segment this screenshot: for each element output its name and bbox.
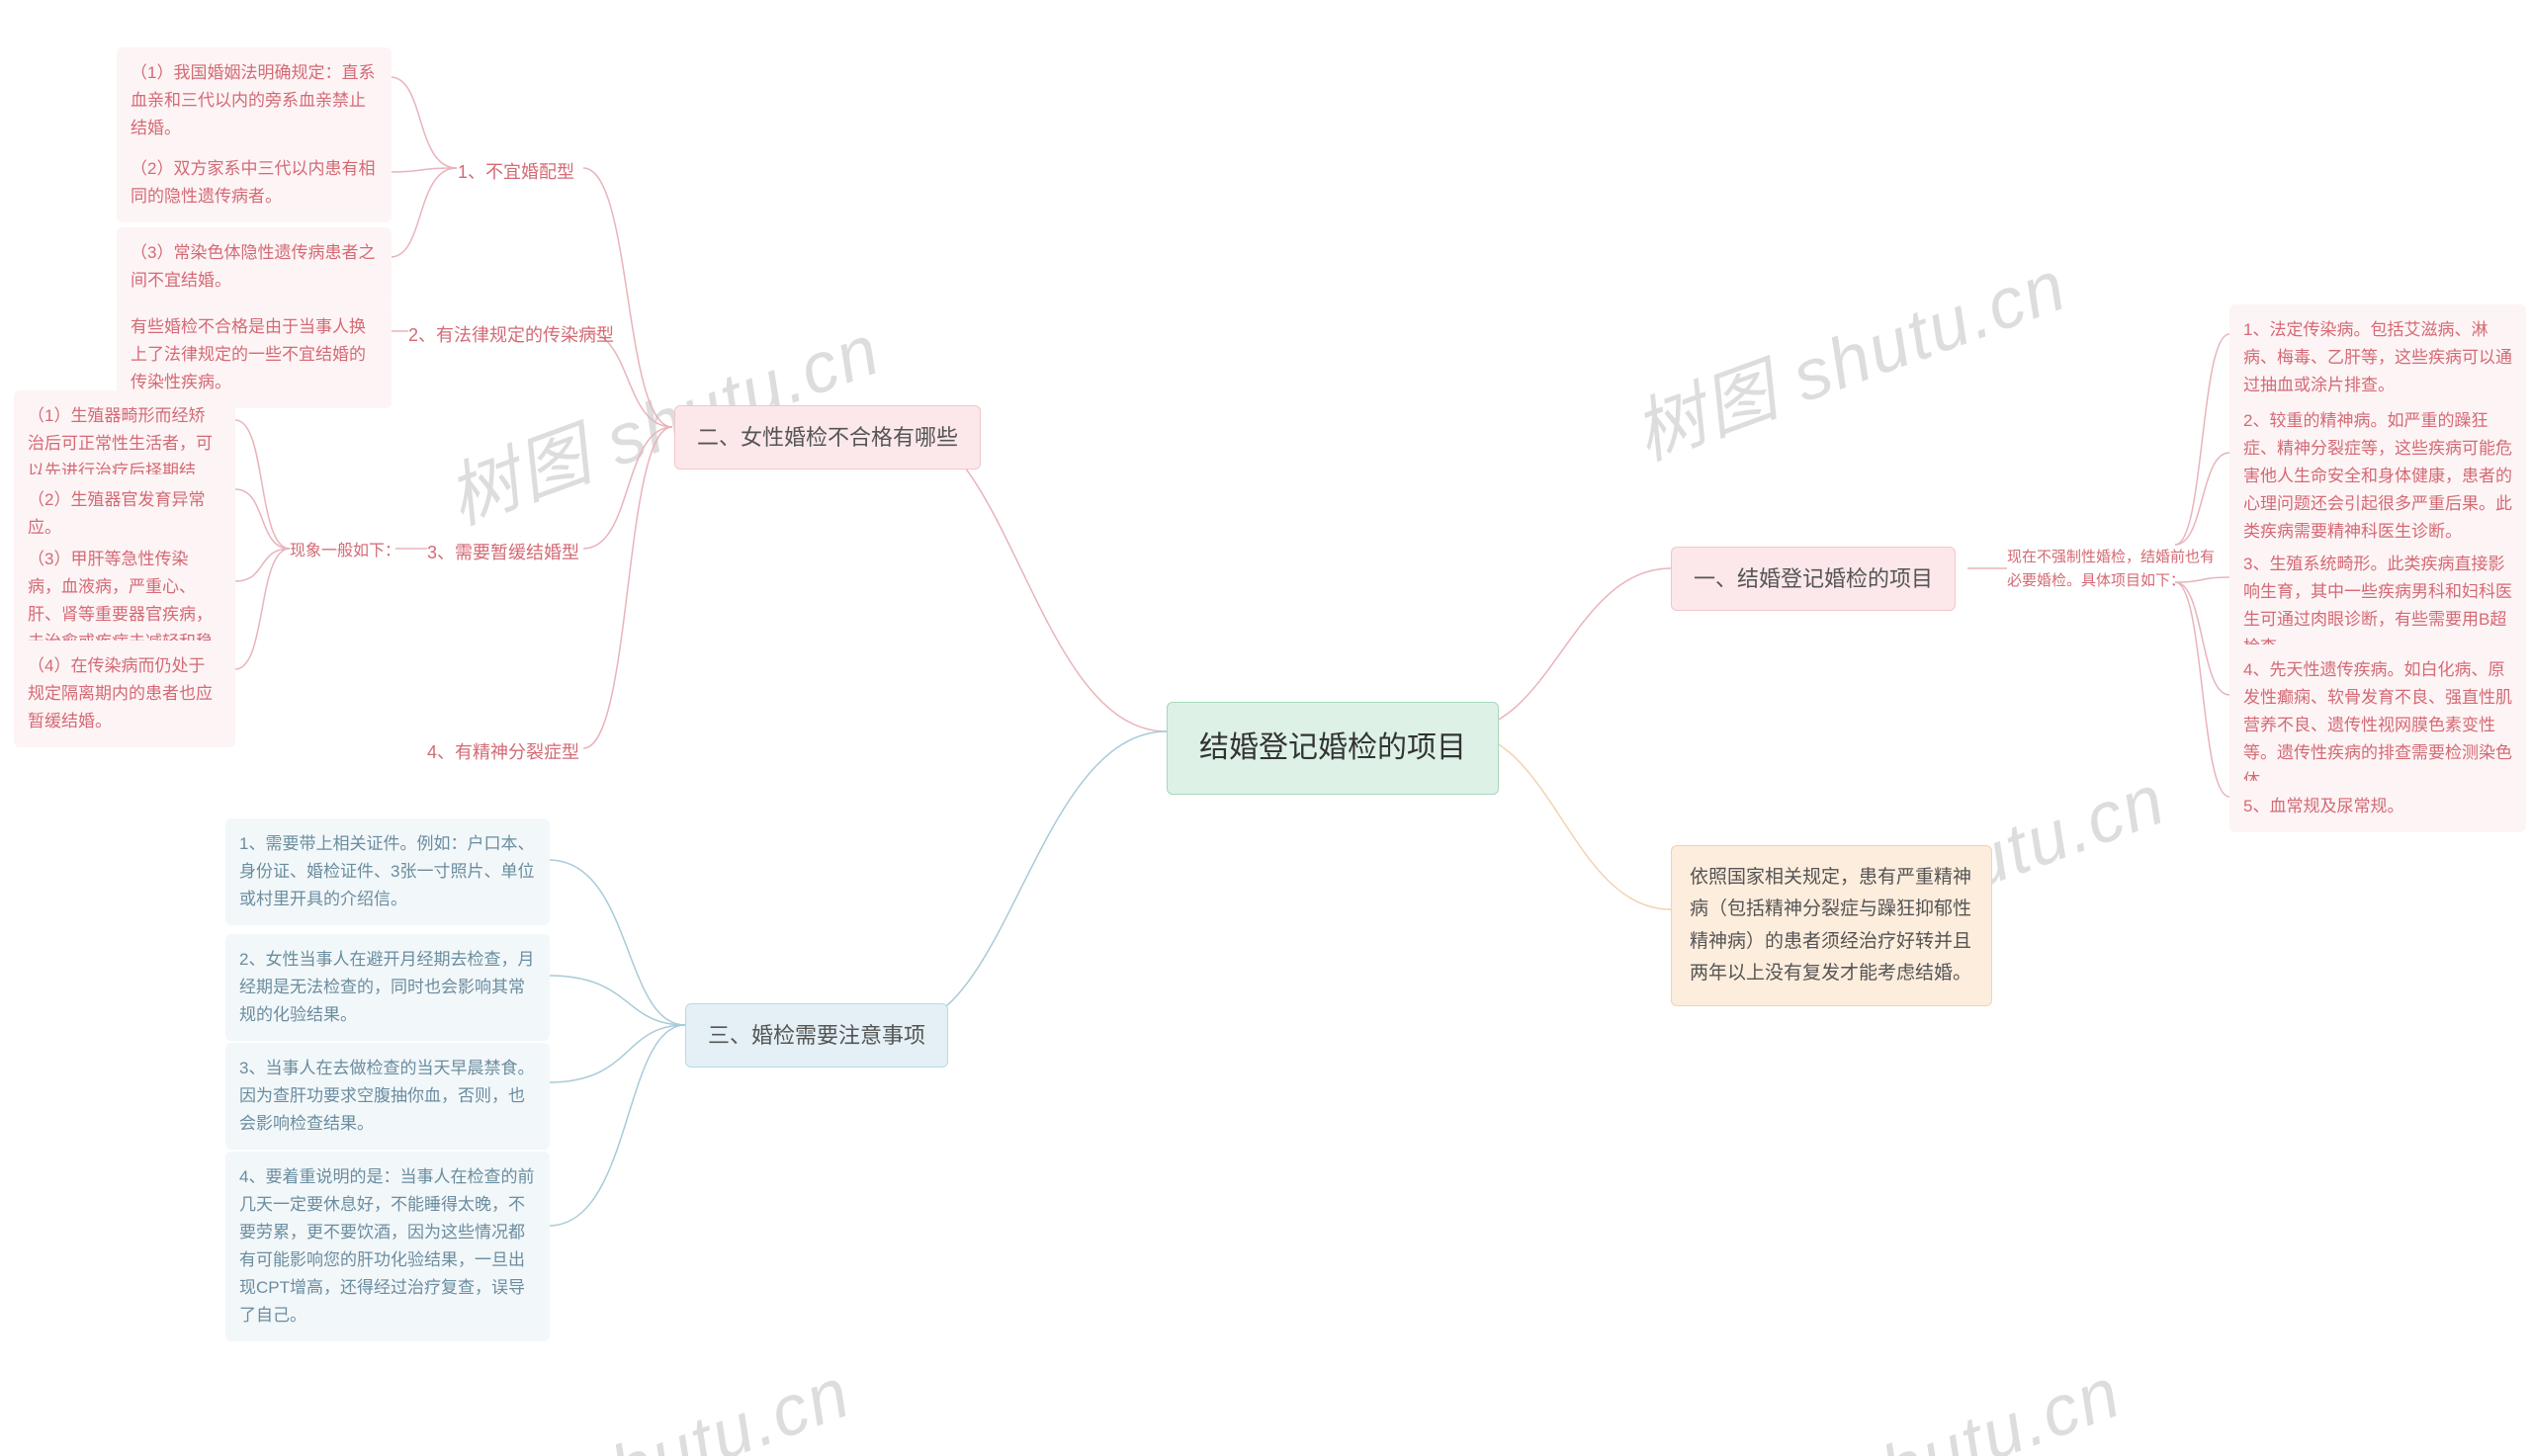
section2-sub2-label: 2、有法律规定的传染病型 — [408, 321, 614, 350]
watermark: 树图 shutu.cn — [1617, 227, 2078, 479]
section1-item-2: 2、较重的精神病。如严重的躁狂症、精神分裂症等，这些疾病可能危害他人生命安全和身… — [2229, 395, 2526, 557]
section3-item-4: 4、要着重说明的是：当事人在检查的前几天一定要休息好，不能睡得太晚，不要劳累，更… — [225, 1152, 550, 1341]
section3-item-2: 2、女性当事人在避开月经期去检查，月经期是无法检查的，同时也会影响其常规的化验结… — [225, 934, 550, 1041]
section2-sub1-item-3: （3）常染色体隐性遗传病患者之间不宜结婚。 — [117, 227, 392, 306]
section2-sub4-label: 4、有精神分裂症型 — [427, 738, 579, 767]
center-topic: 结婚登记婚检的项目 — [1167, 702, 1499, 795]
section2-sub3-prefix: 现象一般如下： — [290, 539, 400, 564]
section1-item-5: 5、血常规及尿常规。 — [2229, 781, 2526, 832]
section3-title: 三、婚检需要注意事项 — [685, 1003, 948, 1068]
section2-sub1-label: 1、不宜婚配型 — [458, 158, 574, 187]
section3-item-3: 3、当事人在去做检查的当天早晨禁食。因为查肝功要求空腹抽你血，否则，也会影响检查… — [225, 1043, 550, 1150]
watermark: 树图 shutu.cn — [401, 1334, 862, 1456]
section2-sub3-label: 3、需要暂缓结婚型 — [427, 539, 579, 567]
section2-sub1-item-1: （1）我国婚姻法明确规定：直系血亲和三代以内的旁系血亲禁止结婚。 — [117, 47, 392, 154]
section1-intro: 现在不强制性婚检，结婚前也有必要婚检。具体项目如下： — [2007, 546, 2215, 593]
section2-sub1-item-2: （2）双方家系中三代以内患有相同的隐性遗传病者。 — [117, 143, 392, 222]
watermark: 树图 shutu.cn — [1672, 1334, 2133, 1456]
section2-title: 二、女性婚检不合格有哪些 — [674, 405, 981, 470]
section2-sub3-item-4: （4）在传染病而仍处于规定隔离期内的患者也应暂缓结婚。 — [14, 641, 235, 747]
section1-note: 依照国家相关规定，患有严重精神病（包括精神分裂症与躁狂抑郁性精神病）的患者须经治… — [1671, 845, 1992, 1006]
section3-item-1: 1、需要带上相关证件。例如：户口本、身份证、婚检证件、3张一寸照片、单位或村里开… — [225, 818, 550, 925]
section1-title: 一、结婚登记婚检的项目 — [1671, 547, 1956, 611]
